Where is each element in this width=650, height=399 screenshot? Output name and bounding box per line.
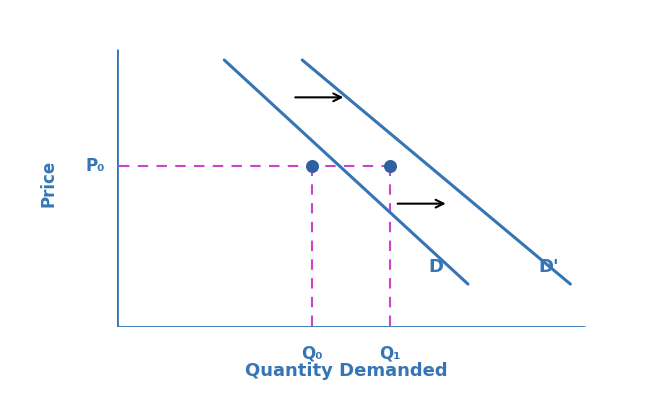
Text: D: D <box>429 258 444 276</box>
Text: Price: Price <box>40 160 58 207</box>
Point <box>385 163 395 170</box>
Text: Q₀: Q₀ <box>301 344 323 362</box>
Text: Q₁: Q₁ <box>379 344 401 362</box>
Text: P₀: P₀ <box>85 157 105 175</box>
Text: Quantity Demanded: Quantity Demanded <box>245 361 447 380</box>
Text: D': D' <box>538 258 559 276</box>
Point <box>307 163 317 170</box>
